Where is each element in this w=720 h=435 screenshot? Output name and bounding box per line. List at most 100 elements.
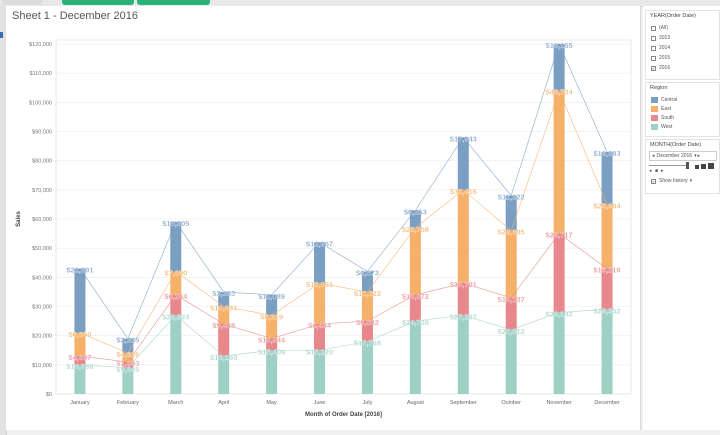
region-legend-title: Region: [650, 85, 668, 91]
legend-item[interactable]: West: [651, 123, 672, 131]
bar-segment-south[interactable]: [218, 324, 230, 357]
bar-segment-east[interactable]: [74, 332, 86, 357]
bar-segment-south[interactable]: [314, 324, 326, 351]
month-selector[interactable]: ◂ December 2016 ▾ ▸: [649, 151, 717, 161]
bar-segment-central[interactable]: [266, 294, 278, 316]
bar-segment-west[interactable]: [553, 312, 565, 394]
bar-segment-west[interactable]: [409, 321, 421, 394]
bar-segment-central[interactable]: [409, 210, 421, 228]
series-line-west: [79, 309, 608, 369]
bar-segment-east[interactable]: [122, 353, 134, 362]
year-option[interactable]: 2014: [651, 44, 670, 52]
show-history-toggle[interactable]: ✓ Show history ▾: [651, 177, 692, 185]
pause-icon[interactable]: ■: [655, 168, 659, 174]
year-checkbox[interactable]: [651, 25, 656, 31]
bar-segment-south[interactable]: [74, 356, 86, 365]
bar-segment-west[interactable]: [74, 364, 86, 394]
bar-segment-central[interactable]: [505, 195, 517, 231]
bar-segment-south[interactable]: [122, 361, 134, 368]
legend-item[interactable]: Central: [651, 96, 677, 104]
bar-segment-central[interactable]: [170, 221, 182, 272]
bar-segment-east[interactable]: [505, 230, 517, 298]
bar-segment-south[interactable]: [170, 294, 182, 316]
prev-arrow-icon[interactable]: ◂: [652, 153, 655, 159]
data-label: $2,335: [116, 336, 139, 345]
bar-segment-central[interactable]: [74, 268, 86, 333]
legend-swatch: [651, 97, 658, 103]
slider-track[interactable]: [649, 165, 689, 166]
legend-item[interactable]: South: [651, 114, 674, 122]
year-option[interactable]: 2015: [651, 54, 670, 62]
speed-medium-icon[interactable]: [701, 164, 706, 169]
y-tick-label: $10,000: [32, 363, 52, 369]
x-axis-label: Month of Order Date [2016]: [305, 412, 382, 418]
bar-segment-south[interactable]: [457, 283, 469, 316]
speed-slow-icon[interactable]: [695, 165, 699, 169]
bar-segment-south[interactable]: [361, 321, 373, 342]
bar-segment-west[interactable]: [170, 315, 182, 394]
slider-handle[interactable]: [686, 162, 689, 169]
year-checkbox[interactable]: [651, 55, 656, 61]
bar-segment-west[interactable]: [457, 315, 469, 394]
year-checkbox[interactable]: [651, 45, 656, 51]
data-source-tab[interactable]: [2, 0, 42, 5]
bar-segment-west[interactable]: [314, 350, 326, 394]
bar-segment-west[interactable]: [601, 309, 613, 394]
year-option-label: (All): [659, 25, 668, 31]
bar-segment-west[interactable]: [361, 341, 373, 395]
bar-segment-south[interactable]: [409, 294, 421, 322]
show-history-checkbox[interactable]: ✓: [651, 178, 656, 184]
show-history-dropdown-icon[interactable]: ▾: [689, 178, 693, 184]
play-icon[interactable]: ▸: [661, 168, 664, 174]
year-option[interactable]: ✓ 2016: [651, 64, 670, 72]
speed-fast-icon[interactable]: [708, 163, 714, 169]
bar-segment-west[interactable]: [505, 329, 517, 394]
bar-segment-east[interactable]: [553, 90, 565, 234]
bar-segment-central[interactable]: [601, 151, 613, 205]
play-back-icon[interactable]: ◂: [649, 168, 652, 174]
year-filter-title: YEAR(Order Date): [650, 13, 696, 19]
y-tick-label: $20,000: [32, 334, 52, 340]
bar-segment-west[interactable]: [218, 356, 230, 394]
data-label: $24,738: [402, 318, 429, 327]
bar-segment-west[interactable]: [122, 367, 134, 394]
bar-segment-south[interactable]: [601, 268, 613, 310]
bar-segment-central[interactable]: [553, 44, 565, 91]
next-arrow-icon[interactable]: ▸: [697, 153, 701, 159]
year-option-label: 2016: [659, 65, 671, 71]
bar-segment-east[interactable]: [314, 283, 326, 324]
year-checkbox[interactable]: [651, 35, 656, 41]
data-label: $6,253: [404, 207, 427, 216]
bar-segment-east[interactable]: [170, 271, 182, 295]
bar-segment-central[interactable]: [314, 242, 326, 284]
region-legend-card: Region Central East South West: [645, 82, 720, 137]
y-tick-label: $0: [46, 392, 52, 398]
legend-item[interactable]: East: [651, 105, 671, 113]
bar-segment-south[interactable]: [505, 297, 517, 330]
bar-segment-south[interactable]: [266, 338, 278, 351]
bar-segment-east[interactable]: [409, 227, 421, 295]
data-label: $6,244: [164, 292, 188, 301]
tab-one[interactable]: [62, 0, 134, 5]
bar-segment-west[interactable]: [266, 350, 278, 394]
bar-segment-east[interactable]: [601, 204, 613, 269]
data-label: $45,734: [546, 88, 574, 97]
year-option[interactable]: 2013: [651, 34, 670, 42]
bar-segment-central[interactable]: [361, 271, 373, 292]
bar-segment-central[interactable]: [122, 338, 134, 354]
x-tick-label: November: [546, 400, 572, 406]
bar-segment-central[interactable]: [457, 137, 469, 190]
data-label: $10,031: [210, 304, 237, 313]
bar-segment-east[interactable]: [218, 306, 230, 325]
bar-segment-south[interactable]: [553, 233, 565, 313]
data-label: $11,322: [498, 193, 525, 202]
data-label: $21,891: [66, 266, 93, 275]
year-option[interactable]: (All): [651, 24, 668, 32]
bar-segment-east[interactable]: [457, 189, 469, 284]
bar-segment-central[interactable]: [218, 291, 230, 307]
bar-segment-east[interactable]: [361, 291, 373, 322]
dropdown-arrow-icon[interactable]: ▾: [694, 153, 697, 159]
year-checkbox[interactable]: ✓: [651, 65, 656, 71]
bar-segment-east[interactable]: [266, 315, 278, 339]
tab-two[interactable]: [137, 0, 210, 5]
